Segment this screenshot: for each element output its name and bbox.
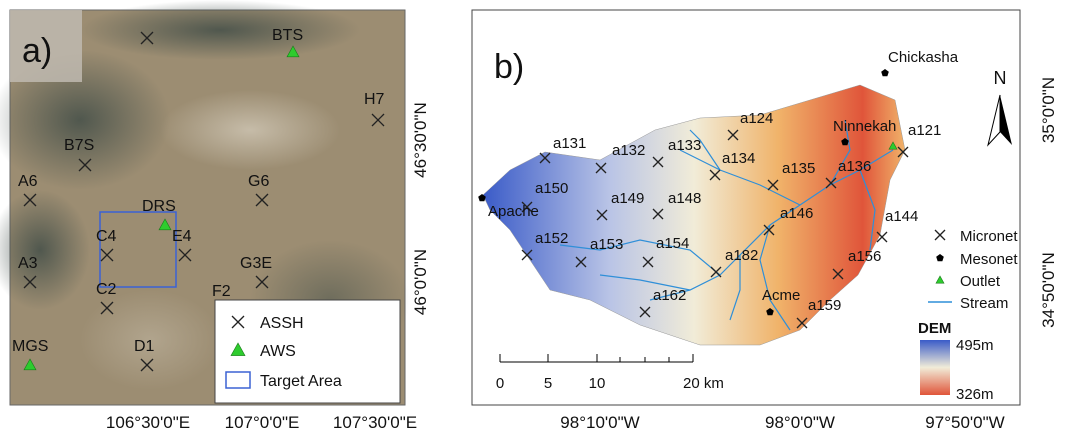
longitude-label: 107°0'0"E [225, 413, 300, 432]
micronet-label: a132 [612, 142, 645, 159]
station-label: A3 [18, 255, 38, 272]
scale-label: 0 [496, 375, 504, 392]
scale-label: 5 [544, 375, 552, 392]
micronet-label: a150 [535, 180, 568, 197]
station-label: E4 [172, 228, 192, 245]
panel-label: a) [22, 32, 52, 70]
micronet-label: a134 [722, 150, 755, 167]
micronet-label: a182 [725, 247, 758, 264]
micronet-label: a146 [780, 205, 813, 222]
micronet-label: a121 [908, 122, 941, 139]
station-label: H7 [364, 91, 385, 108]
scale-label: 10 [589, 375, 606, 392]
station-label: G3E [240, 255, 272, 272]
micronet-label: a159 [808, 297, 841, 314]
legend-label: AWS [260, 343, 296, 360]
micronet-label: a133 [668, 137, 701, 154]
station-label: F2 [212, 283, 231, 300]
station-label: C4 [96, 228, 117, 245]
legend-label: Micronet [960, 228, 1018, 245]
micronet-label: a135 [782, 160, 815, 177]
longitude-label: 98°10'0"W [560, 413, 639, 432]
station-label: G6 [248, 173, 269, 190]
micronet-label: a152 [535, 230, 568, 247]
mesonet-label: Acme [762, 287, 800, 304]
micronet-label: a136 [838, 158, 871, 175]
longitude-label: 97°50'0"W [925, 413, 1004, 432]
micronet-label: a124 [740, 110, 773, 127]
legend-label: Outlet [960, 273, 1001, 290]
micronet-label: a156 [848, 248, 881, 265]
micronet-label: a153 [590, 236, 623, 253]
micronet-label: a154 [656, 235, 689, 252]
station-label: MGS [12, 338, 48, 355]
micronet-label: a148 [668, 190, 701, 207]
latitude-label: 46°0'0"N [411, 249, 430, 315]
latitude-label: 46°30'0"N [411, 102, 430, 178]
mesonet-label: Chickasha [888, 49, 959, 66]
longitude-label: 106°30'0"E [106, 413, 190, 432]
legend-label: ASSH [260, 315, 304, 332]
legend-label: Mesonet [960, 251, 1018, 268]
station-label: A6 [18, 173, 38, 190]
north-label: N [994, 68, 1007, 88]
mesonet-label: Ninnekah [833, 118, 896, 135]
station-label: BTS [272, 27, 303, 44]
legend-label: Target Area [260, 373, 342, 390]
dem-min: 326m [956, 386, 994, 403]
legend-label: Stream [960, 295, 1008, 312]
station-label: D1 [134, 338, 155, 355]
latitude-label: 34°50'0"N [1039, 252, 1058, 328]
dem-colorbar [920, 340, 950, 395]
station-label: DRS [142, 198, 176, 215]
station-label: C2 [96, 281, 117, 298]
micronet-label: a149 [611, 190, 644, 207]
latitude-label: 35°0'0"N [1039, 77, 1058, 143]
longitude-label: 107°30'0"E [333, 413, 417, 432]
dem-max: 495m [956, 337, 994, 354]
longitude-label: 98°0'0"W [765, 413, 835, 432]
mesonet-label: Apache [488, 203, 539, 220]
micronet-label: a162 [653, 287, 686, 304]
micronet-label: a131 [553, 135, 586, 152]
micronet-label: a144 [885, 208, 918, 225]
panel-label: b) [494, 48, 524, 86]
scale-label: 20 km [683, 375, 724, 392]
figure: a) BTS H7 B7S A6 G6 DRS C4 E4 A3 G3E F2 C2 MGS D1 ASSH A… [0, 0, 1065, 436]
dem-title: DEM [918, 320, 951, 337]
station-label: B7S [64, 137, 94, 154]
